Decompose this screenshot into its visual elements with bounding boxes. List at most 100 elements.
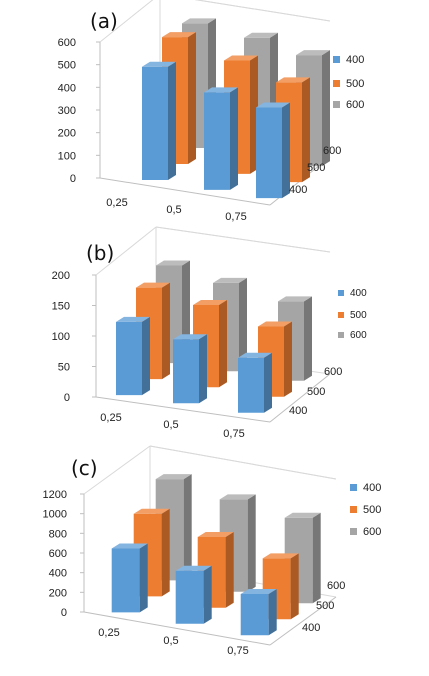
bar-front-face	[238, 357, 264, 413]
x-category-label: 0,25	[100, 412, 121, 424]
legend-swatch	[333, 80, 340, 87]
bar-top-face	[296, 50, 330, 56]
legend-label: 600	[363, 526, 381, 538]
legend-label: 500	[346, 78, 364, 90]
bar-side-face	[219, 300, 227, 388]
y-tick-label: 1000	[43, 509, 67, 521]
bar-front-face	[142, 66, 168, 180]
bar-top-face	[258, 321, 292, 327]
depth-category-label: 600	[324, 366, 342, 378]
bar-top-face	[136, 282, 170, 288]
bar-side-face	[268, 589, 277, 636]
depth-axis-line	[269, 373, 331, 423]
legend-swatch	[333, 101, 340, 108]
y-tick-label: 150	[52, 301, 70, 313]
bar-top-face	[193, 300, 227, 305]
bar-top-face	[142, 61, 176, 67]
y-tick-label: 600	[49, 548, 67, 560]
bar-front-face	[173, 339, 199, 404]
back-wall-top-line	[194, 0, 331, 22]
bar-side-face	[322, 50, 330, 167]
bar-top-face	[116, 316, 150, 322]
bar-top-face	[278, 296, 312, 302]
bar-top-face	[262, 553, 299, 559]
depth-category-label: 400	[289, 184, 307, 196]
bar-top-face	[156, 260, 190, 266]
bar-side-face	[199, 334, 207, 404]
y-tick-label: 100	[52, 331, 70, 343]
bar-side-face	[183, 474, 192, 581]
legend-label: 400	[363, 482, 381, 494]
depth-category-label: 600	[327, 580, 345, 592]
x-category-label: 0,75	[225, 211, 246, 223]
legend: 400 500 600	[338, 288, 367, 341]
bar-top-face	[162, 32, 196, 38]
y-tick-label: 300	[58, 105, 76, 117]
bar-top-face	[219, 494, 256, 500]
y-tick-label: 200	[58, 128, 76, 140]
legend: 400 500 600	[333, 54, 364, 111]
legend-swatch	[350, 484, 357, 491]
legend-swatch	[338, 332, 344, 338]
y-tick-label: 800	[49, 528, 67, 540]
bar-side-face	[168, 61, 176, 181]
bar-top-face	[256, 102, 290, 108]
x-category-label: 0,75	[223, 428, 244, 440]
bar-top-face	[111, 543, 148, 549]
bar-front-face	[204, 92, 230, 190]
x-category-label: 0,75	[227, 645, 248, 657]
bar-top-face	[224, 55, 258, 61]
bar-top-face	[238, 352, 272, 358]
depth-category-label: 500	[316, 600, 334, 612]
legend-label: 500	[363, 504, 381, 516]
bar-top-face	[204, 87, 238, 93]
x-axis-line	[95, 396, 271, 423]
bar-side-face	[203, 565, 212, 624]
y-tick-label: 100	[58, 150, 76, 162]
legend-swatch	[333, 56, 340, 63]
bar-top-face	[133, 508, 170, 514]
bar-front-face	[116, 321, 142, 396]
x-category-label: 0,5	[166, 204, 181, 216]
x-axis-line	[99, 177, 271, 206]
legend-label: 600	[350, 330, 367, 341]
bar-side-face	[230, 87, 238, 190]
y-tick-label: 200	[49, 587, 67, 599]
bar-side-face	[284, 321, 292, 397]
bar-top-face	[155, 474, 192, 480]
y-tick-label: 500	[58, 60, 76, 72]
bar-side-face	[290, 553, 299, 620]
bar-side-face	[239, 277, 247, 372]
bar-side-face	[304, 296, 312, 381]
depth-category-label: 400	[302, 622, 320, 634]
bar-side-face	[139, 543, 148, 613]
y-tick-label: 400	[58, 82, 76, 94]
x-category-label: 0,5	[163, 635, 178, 647]
bar-top-face	[244, 32, 278, 38]
x-category-label: 0,25	[98, 627, 119, 639]
bar-front-face	[111, 548, 140, 613]
bar-side-face	[312, 512, 321, 604]
legend-label: 400	[350, 288, 367, 299]
bar-side-face	[188, 32, 196, 164]
legend-label: 400	[346, 54, 364, 66]
chart-panel-2: (c) 0 200 400 600 800 1000 1200 0,25 0,5 0,75 400 50…	[43, 445, 381, 657]
side-wall-top-edge	[95, 226, 157, 276]
legend-swatch	[350, 528, 357, 535]
chart-title: (b)	[86, 241, 114, 265]
bar-top-face	[276, 77, 310, 83]
x-axis-line	[83, 611, 271, 646]
back-wall-top-line	[149, 445, 337, 480]
y-tick-label: 0	[64, 392, 70, 404]
depth-category-label: 400	[289, 405, 307, 417]
back-wall-top-edge	[194, 0, 331, 22]
bar-side-face	[302, 77, 310, 183]
bar-side-face	[247, 494, 256, 592]
back-wall-top-line	[155, 226, 331, 253]
chart-panel-1: (b)0501001502000,250,50,7540050060040050…	[52, 226, 367, 440]
depth-category-label: 600	[323, 145, 341, 157]
y-tick-label: 400	[49, 568, 67, 580]
chart-panel-0: (a)01002003004005006000,250,50,754005006…	[58, 0, 364, 223]
bar-side-face	[142, 316, 150, 396]
